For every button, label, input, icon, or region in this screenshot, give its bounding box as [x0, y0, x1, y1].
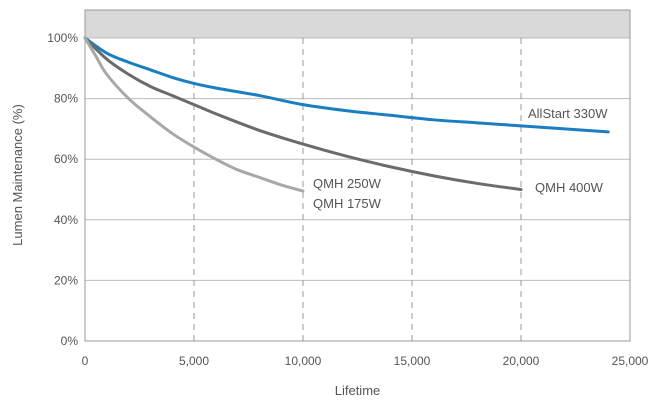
- series-line-qmh-250w-175w: [83, 36, 305, 193]
- y-axis-title: Lumen Maintenance (%): [10, 104, 25, 246]
- y-tick-label: 100%: [47, 31, 78, 45]
- y-tick-label: 20%: [54, 273, 78, 287]
- x-tick-label: 20,000: [503, 354, 540, 368]
- series-label-qmh-400w: QMH 400W: [535, 180, 604, 195]
- series-line-allstart-330w: [83, 36, 610, 134]
- plot-frame: [84, 9, 631, 342]
- x-tick-label: 10,000: [285, 354, 322, 368]
- y-tick-label: 80%: [54, 92, 78, 106]
- top-band: [85, 10, 630, 38]
- series-label-allstart-330w: AllStart 330W: [528, 106, 608, 121]
- ticks: 0% 20% 40% 60% 80% 100% 0 5,000 10,000 15,000 20,0…: [47, 31, 648, 368]
- series-label-qmh-250w: QMH 250W: [313, 176, 382, 191]
- series-line-qmh-400w: [83, 36, 523, 191]
- y-tick-label: 40%: [54, 213, 78, 227]
- x-tick-label: 5,000: [179, 354, 209, 368]
- x-tick-label: 0: [82, 354, 89, 368]
- y-tick-label: 0%: [61, 334, 79, 348]
- x-axis-title: Lifetime: [335, 383, 381, 398]
- x-tick-label: 15,000: [394, 354, 431, 368]
- x-tick-label: 25,000: [612, 354, 649, 368]
- y-tick-label: 60%: [54, 152, 78, 166]
- series-label-qmh-175w: QMH 175W: [313, 196, 382, 211]
- series-group: [83, 36, 610, 193]
